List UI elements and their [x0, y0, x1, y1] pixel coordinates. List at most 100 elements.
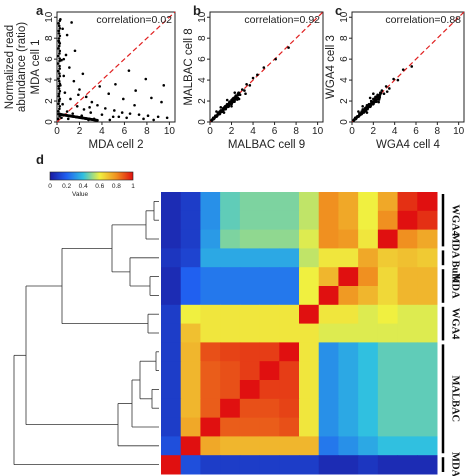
heatmap-cell — [239, 192, 261, 212]
heatmap-cell — [180, 192, 201, 212]
scatter-point — [65, 110, 69, 113]
scatter-point — [57, 24, 61, 28]
scatter-panel-a: 0 2 4 6 8 10 0 2 4 6 8 10 correlation=0.02 MDA cell 2… — [4, 11, 176, 151]
scatter-point — [58, 107, 61, 111]
heatmap-cell — [377, 455, 399, 475]
scatter-point — [230, 102, 234, 106]
correlation-annotation: correlation=0.92 — [244, 14, 320, 26]
heatmap-cell — [161, 342, 182, 362]
heatmap-cell — [318, 229, 339, 249]
heatmap-cell — [161, 455, 182, 475]
heatmap-cell — [377, 248, 399, 268]
y-axis-label: WGA4 cell 3 — [325, 35, 337, 99]
heatmap-cell — [279, 380, 300, 400]
heatmap-cell — [377, 267, 399, 287]
y-axis-label-line1: Normalized read — [4, 25, 16, 109]
heatmap-cell — [299, 304, 320, 325]
heatmap-cell — [397, 417, 418, 437]
colorbar-legend: 0 0.2 0.4 0.6 0.8 1 Value — [48, 171, 135, 198]
heatmap-cell — [338, 286, 359, 306]
heatmap-cell — [299, 398, 320, 419]
heatmap-cell — [318, 455, 339, 475]
heatmap-cell — [161, 417, 182, 437]
x-tick-label: 2 — [229, 126, 235, 137]
scatter-point — [57, 69, 60, 73]
scatter-point — [251, 76, 255, 80]
heatmap-cell — [377, 342, 399, 362]
heatmap-cell — [417, 192, 438, 212]
y-tick-label: 4 — [339, 77, 350, 83]
scatter-point — [58, 27, 62, 30]
scatter-point — [57, 22, 60, 25]
scatter-point — [165, 116, 169, 120]
scatter-point — [108, 118, 112, 122]
heatmap-cell — [220, 248, 241, 268]
scatter-point — [57, 84, 61, 88]
heatmap-cell — [417, 304, 438, 325]
heatmap-cell — [397, 455, 418, 475]
group-label: WGA4 — [450, 204, 461, 236]
scatter-point — [58, 82, 62, 85]
scatter-point — [58, 59, 61, 63]
heatmap-cell — [220, 455, 241, 475]
scatter-point — [262, 66, 266, 69]
heatmap-cell — [338, 436, 359, 456]
y-tick-label: 10 — [44, 11, 55, 23]
scatter-point — [256, 73, 259, 77]
heatmap-cell — [220, 436, 241, 456]
heatmap-cell — [200, 398, 221, 419]
x-tick-label: 4 — [250, 126, 256, 137]
scatter-point — [57, 54, 60, 58]
heatmap — [161, 192, 438, 475]
scatter-point — [58, 74, 62, 78]
heatmap-cell — [299, 286, 320, 306]
scatter-point — [66, 117, 70, 121]
scatter-point — [114, 82, 117, 86]
heatmap-cell — [161, 323, 182, 343]
group-label: MDA — [450, 273, 461, 298]
heatmap-cell — [318, 304, 339, 325]
heatmap-cell — [239, 342, 261, 362]
scatter-point — [57, 94, 61, 98]
heatmap-cell — [279, 342, 300, 362]
heatmap-cell — [318, 361, 339, 381]
heatmap-cell — [318, 342, 339, 362]
heatmap-cell — [279, 417, 300, 437]
scatter-point — [58, 115, 61, 118]
diagonal-line — [56, 11, 176, 123]
heatmap-cell — [200, 304, 221, 325]
scatter-panel-c: 0 2 4 6 8 10 0 2 4 6 8 10 correlation=0.88 WGA4 cell … — [325, 11, 465, 151]
scatter-point — [57, 37, 61, 40]
scatter-point — [58, 104, 62, 108]
heatmap-cell — [417, 398, 438, 419]
heatmap-cell — [358, 323, 379, 343]
heatmap-cell — [161, 248, 182, 268]
x-tick-label: 6 — [413, 126, 419, 137]
colorbar-tick-label: 1 — [131, 183, 135, 190]
scatter-point — [89, 111, 93, 114]
scatter-point — [78, 88, 81, 91]
panel-letter-b: b — [193, 3, 201, 18]
heatmap-cell — [417, 436, 438, 456]
heatmap-cell — [220, 417, 241, 437]
scatter-point — [150, 96, 153, 100]
scatter-point — [60, 116, 63, 120]
heatmap-cell — [417, 267, 438, 287]
heatmap-cell — [259, 248, 280, 268]
scatter-point — [369, 104, 373, 108]
heatmap-cell — [180, 417, 201, 437]
scatter-point — [274, 57, 277, 61]
heatmap-cell — [180, 304, 201, 325]
heatmap-cell — [200, 192, 221, 212]
scatter-point — [57, 99, 61, 103]
scatter-point — [240, 88, 244, 91]
scatter-point — [95, 118, 99, 122]
heatmap-cell — [161, 210, 182, 231]
y-axis-label: MALBAC cell 8 — [183, 28, 195, 105]
scatter-point — [81, 72, 85, 76]
scatter-point — [56, 62, 60, 65]
scatter-point — [58, 52, 61, 55]
scatter-point — [120, 111, 124, 114]
heatmap-cell — [318, 210, 339, 231]
